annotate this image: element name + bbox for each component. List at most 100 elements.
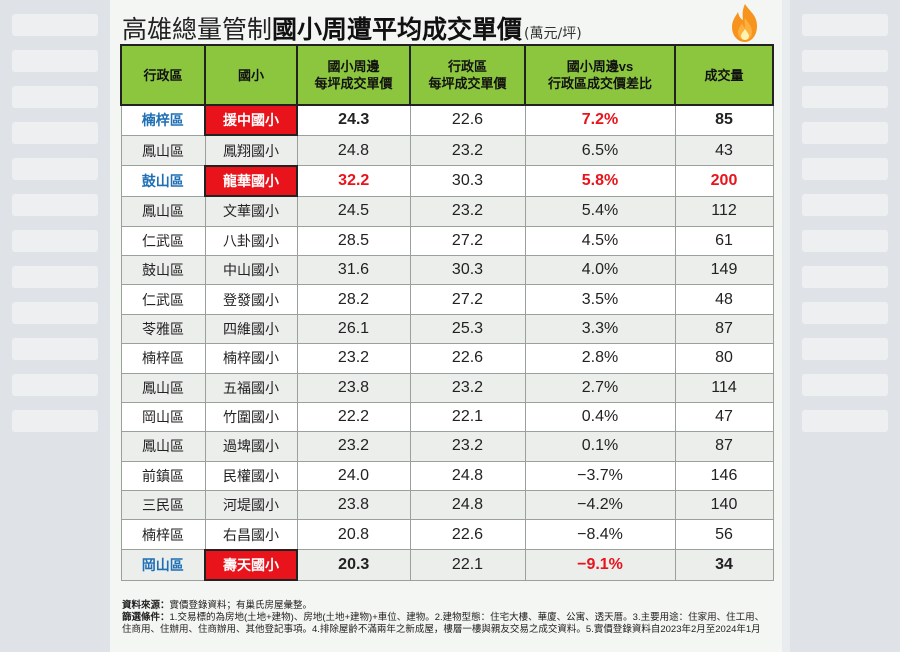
school-cell: 民權國小	[204, 460, 298, 492]
school-price-cell: 23.2	[296, 343, 411, 374]
diff-ratio-cell: 4.5%	[524, 225, 676, 256]
school-cell: 登發國小	[204, 284, 298, 315]
criteria-label: 篩選條件：	[122, 612, 170, 623]
source-label: 資料來源：	[122, 600, 170, 611]
infographic-card: 高雄總量管制 國小周遭平均成交單價 (萬元/坪) 行政區 國小 國小周邊 每坪成交單價…	[110, 0, 782, 652]
school-cell: 文華國小	[204, 195, 298, 227]
volume-cell: 56	[674, 519, 774, 551]
diff-ratio-cell: −8.4%	[524, 519, 676, 551]
column-header-1: 國小	[204, 44, 298, 106]
volume-cell: 200	[674, 165, 774, 197]
district-price-cell: 30.3	[409, 254, 526, 286]
price-table: 行政區 國小 國小周邊 每坪成交單價 行政區 每坪成交單價 國小周邊vs 行政區成交價差比 成交…	[120, 44, 774, 582]
volume-cell: 140	[674, 490, 774, 521]
diff-ratio-cell: 6.5%	[524, 134, 676, 167]
district-price-cell: 22.6	[409, 343, 526, 374]
table-row: 三民區 河堤國小 23.8 24.8 −4.2% 140	[120, 490, 774, 521]
footnote: 資料來源：實價登錄資料；有巢氏房屋彙整。 篩選條件：1.交易標的為房地(土地+建…	[122, 600, 772, 636]
district-cell: 鳳山區	[120, 195, 206, 227]
table-row: 仁武區 登發國小 28.2 27.2 3.5% 48	[120, 284, 774, 315]
district-price-cell: 30.3	[409, 165, 526, 197]
volume-cell: 85	[674, 104, 774, 136]
district-price-cell: 24.8	[409, 460, 526, 492]
chart-title: 高雄總量管制 國小周遭平均成交單價 (萬元/坪)	[122, 6, 772, 46]
diff-ratio-cell: −4.2%	[524, 490, 676, 521]
title-unit: (萬元/坪)	[524, 26, 582, 42]
table-row: 鳳山區 過埤國小 23.2 23.2 0.1% 87	[120, 431, 774, 462]
volume-cell: 149	[674, 254, 774, 286]
school-price-cell: 23.2	[296, 431, 411, 462]
school-cell: 竹圍國小	[204, 401, 298, 433]
school-price-cell: 24.0	[296, 460, 411, 492]
diff-ratio-cell: 2.8%	[524, 343, 676, 374]
volume-cell: 112	[674, 195, 774, 227]
school-cell: 四維國小	[204, 313, 298, 345]
school-price-cell: 20.3	[296, 549, 411, 581]
district-price-cell: 22.1	[409, 401, 526, 433]
district-price-cell: 24.8	[409, 490, 526, 521]
school-price-cell: 28.2	[296, 284, 411, 315]
school-price-cell: 26.1	[296, 313, 411, 345]
district-cell: 岡山區	[120, 549, 206, 581]
volume-cell: 48	[674, 284, 774, 315]
source-text: 實價登錄資料；有巢氏房屋彙整。	[169, 600, 313, 611]
school-cell: 八卦國小	[204, 225, 298, 256]
diff-ratio-cell: 0.4%	[524, 401, 676, 433]
district-price-cell: 23.2	[409, 431, 526, 462]
table-row: 楠梓區 援中國小 24.3 22.6 7.2% 85	[120, 103, 774, 137]
district-cell: 楠梓區	[120, 519, 206, 551]
district-price-cell: 23.2	[409, 372, 526, 403]
school-cell: 河堤國小	[204, 490, 298, 521]
school-cell: 壽天國小	[204, 548, 298, 582]
table-row: 楠梓區 楠梓國小 23.2 22.6 2.8% 80	[120, 343, 774, 374]
school-price-cell: 23.8	[296, 490, 411, 521]
diff-ratio-cell: −9.1%	[524, 549, 676, 581]
table-row: 楠梓區 右昌國小 20.8 22.6 −8.4% 56	[120, 519, 774, 551]
school-cell: 過埤國小	[204, 431, 298, 462]
district-cell: 三民區	[120, 490, 206, 521]
volume-cell: 80	[674, 343, 774, 374]
district-price-cell: 22.6	[409, 519, 526, 551]
district-price-cell: 27.2	[409, 284, 526, 315]
table-row: 岡山區 壽天國小 20.3 22.1 −9.1% 34	[120, 548, 774, 582]
table-row: 鳳山區 鳳翔國小 24.8 23.2 6.5% 43	[120, 134, 774, 167]
volume-cell: 47	[674, 401, 774, 433]
school-cell: 右昌國小	[204, 519, 298, 551]
district-cell: 苓雅區	[120, 313, 206, 345]
district-cell: 鳳山區	[120, 372, 206, 403]
table-body: 楠梓區 援中國小 24.3 22.6 7.2% 85 鳳山區 鳳翔國小 24.8 23.2 6.5%…	[120, 103, 774, 582]
table-row: 岡山區 竹圍國小 22.2 22.1 0.4% 47	[120, 401, 774, 433]
column-header-0: 行政區	[120, 44, 206, 106]
district-price-cell: 23.2	[409, 195, 526, 227]
school-price-cell: 24.3	[296, 104, 411, 136]
volume-cell: 87	[674, 431, 774, 462]
district-cell: 鼓山區	[120, 165, 206, 197]
diff-ratio-cell: 5.4%	[524, 195, 676, 227]
district-price-cell: 25.3	[409, 313, 526, 345]
background-left-blur	[0, 0, 110, 652]
diff-ratio-cell: 3.3%	[524, 313, 676, 345]
diff-ratio-cell: 3.5%	[524, 284, 676, 315]
school-price-cell: 22.2	[296, 401, 411, 433]
school-cell: 鳳翔國小	[204, 134, 298, 167]
volume-cell: 114	[674, 372, 774, 403]
diff-ratio-cell: 0.1%	[524, 431, 676, 462]
district-cell: 岡山區	[120, 401, 206, 433]
criteria-note: 篩選條件：1.交易標的為房地(土地+建物)、房地(土地+建物)+車位、建物。2.…	[122, 612, 772, 636]
volume-cell: 43	[674, 134, 774, 167]
school-price-cell: 23.8	[296, 372, 411, 403]
flame-icon	[732, 4, 757, 42]
column-header-3: 行政區 每坪成交單價	[409, 44, 526, 106]
title-part1: 高雄總量管制	[122, 15, 273, 44]
school-cell: 五福國小	[204, 372, 298, 403]
source-note: 資料來源：實價登錄資料；有巢氏房屋彙整。	[122, 600, 772, 612]
school-price-cell: 24.8	[296, 134, 411, 167]
table-row: 前鎮區 民權國小 24.0 24.8 −3.7% 146	[120, 460, 774, 492]
table-row: 鳳山區 文華國小 24.5 23.2 5.4% 112	[120, 195, 774, 227]
school-price-cell: 28.5	[296, 225, 411, 256]
district-price-cell: 22.1	[409, 549, 526, 581]
diff-ratio-cell: 4.0%	[524, 254, 676, 286]
district-price-cell: 23.2	[409, 134, 526, 167]
district-cell: 鳳山區	[120, 431, 206, 462]
district-cell: 楠梓區	[120, 343, 206, 374]
